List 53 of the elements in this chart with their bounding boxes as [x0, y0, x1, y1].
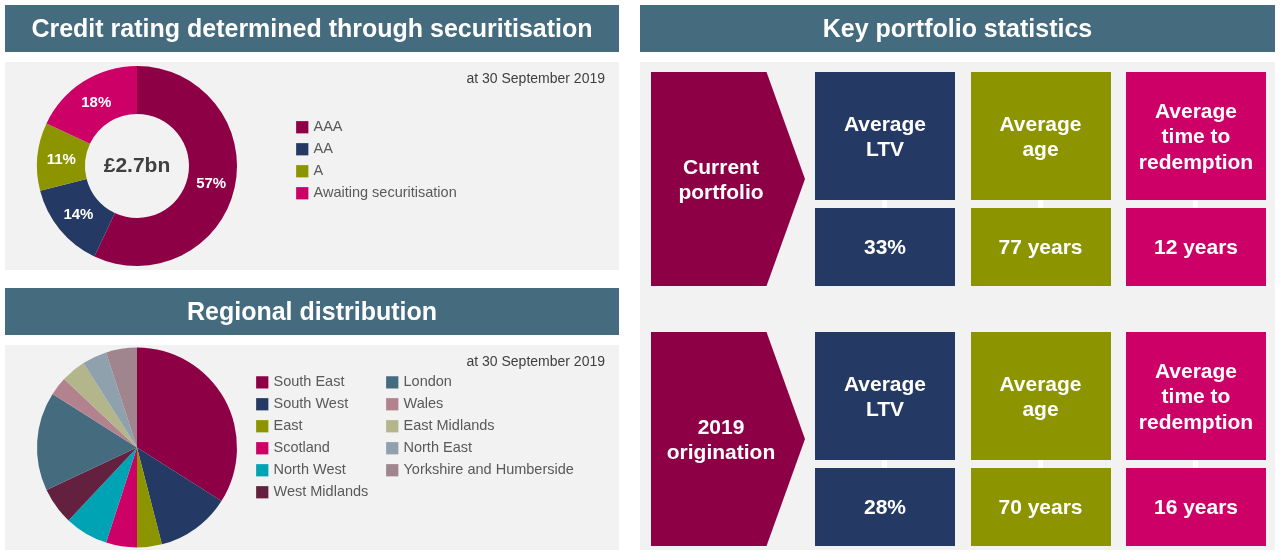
legend-label: East Midlands	[403, 417, 495, 434]
donut-slice	[46, 66, 137, 144]
text: 16 years	[1126, 468, 1266, 546]
pie-slice	[64, 363, 137, 448]
legend-label: AAA	[313, 118, 343, 135]
text: 12 years	[1126, 208, 1266, 286]
donut-slice	[40, 178, 115, 257]
chevron-box: Current portfolio	[651, 72, 805, 286]
data-label: 11%	[46, 149, 76, 167]
legend-label: East	[273, 417, 303, 434]
text: Average LTV	[815, 332, 955, 460]
text: Average age	[970, 72, 1111, 200]
legend-label: Yorkshire and Humberside	[403, 461, 574, 478]
legend-label: London	[403, 373, 452, 390]
text: Average age	[970, 332, 1111, 460]
donut-slice	[37, 123, 90, 191]
text: £2.7bn	[103, 153, 171, 176]
legend-label: Awaiting securitisation	[313, 184, 457, 201]
text: Key portfolio statistics	[640, 5, 1275, 52]
pie-slice	[68, 447, 137, 543]
pie-slice	[137, 347, 237, 502]
text: 28%	[815, 468, 955, 546]
legend-label: South East	[273, 373, 345, 390]
text: 70 years	[970, 468, 1111, 546]
legend-label: A	[313, 162, 324, 179]
text: at 30 September 2019	[466, 70, 606, 86]
text: Average time to redemption	[1126, 332, 1266, 460]
text: 33%	[815, 208, 955, 286]
data-label: 14%	[63, 205, 94, 223]
pie-slice	[52, 379, 137, 448]
pie-slice	[137, 447, 162, 548]
pie-slice	[106, 447, 137, 548]
text: Average LTV	[815, 72, 955, 200]
legend-label: Scotland	[273, 439, 330, 456]
pie-slice	[137, 447, 222, 545]
data-label: 57%	[196, 173, 227, 191]
legend-label: West Midlands	[273, 483, 369, 500]
pie-slice	[83, 352, 137, 448]
text: at 30 September 2019	[466, 353, 606, 369]
legend-label: South West	[273, 395, 349, 412]
chart-title: Credit rating determined through securitisation	[5, 5, 619, 52]
data-label: 18%	[81, 92, 112, 110]
legend-label: Wales	[403, 395, 444, 412]
pie-slice	[37, 393, 137, 491]
text: Average time to redemption	[1126, 72, 1266, 200]
chevron-box: 2019 origination	[651, 332, 805, 546]
pie-slice	[106, 347, 137, 448]
legend-label: North East	[403, 439, 472, 456]
pie-slice	[46, 447, 137, 521]
legend-label: AA	[313, 140, 334, 157]
chart-title: Regional distribution	[5, 288, 619, 335]
legend-label: North West	[273, 461, 346, 478]
text: 77 years	[970, 208, 1111, 286]
